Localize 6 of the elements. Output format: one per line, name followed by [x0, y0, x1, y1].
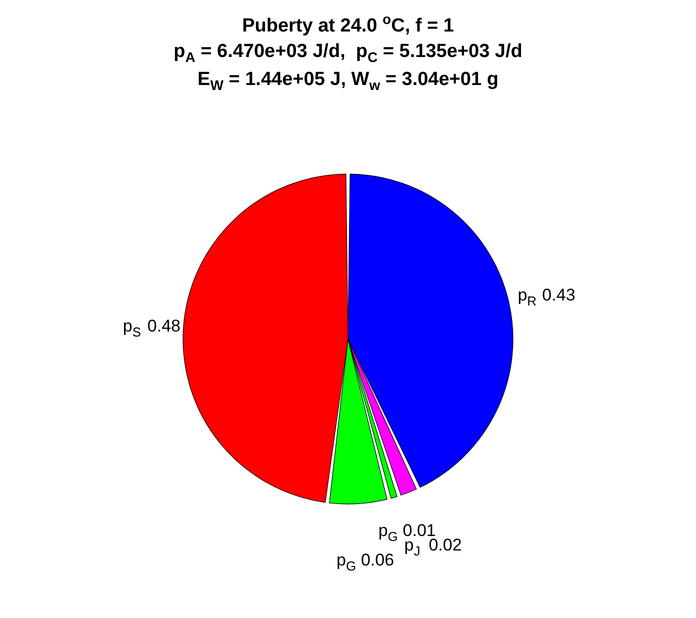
data-label: 0.02 — [428, 536, 462, 555]
data-label: 0.48 — [147, 316, 180, 336]
chart-title: Puberty at 24.0 $^{o}$C, f = 1 — [241, 10, 455, 38]
text: p$_{A}$ = 6.470e+03 J/d, p$_{C}$ = 5.135e+03 J/d E$_{W}$ = 1.44e+05 J, W$_{w}$ = 3.04e+01 g — [174, 40, 522, 92]
data-label: 0.43 — [542, 286, 576, 305]
data-label: 0.06 — [360, 550, 394, 570]
